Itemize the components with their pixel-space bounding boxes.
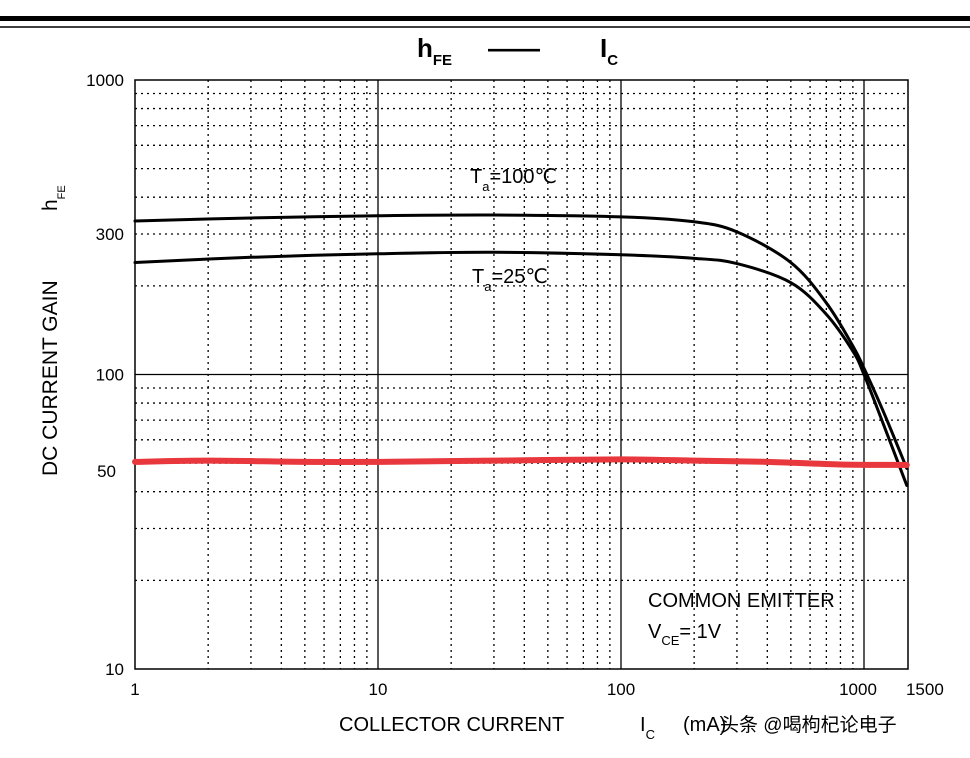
x-tick-label: 100	[607, 680, 635, 699]
y-axis-label: DC CURRENT GAIN hFE	[39, 185, 68, 476]
series-lines	[132, 213, 910, 487]
annotation-vce: VCE= 1V	[648, 621, 722, 648]
y-tick-label: 300	[96, 225, 124, 244]
y-tick-label: 1000	[86, 71, 124, 90]
x-axis-unit: (mA)	[683, 714, 726, 736]
chart-title-right: IC	[600, 33, 618, 69]
series-line-ta-25c	[133, 250, 909, 487]
svg-text:DC CURRENT GAIN: DC CURRENT GAIN	[39, 280, 62, 476]
y-tick-label: 100	[96, 366, 124, 385]
x-tick-label: 1000	[839, 680, 877, 699]
x-axis-label: COLLECTOR CURRENT	[339, 714, 564, 736]
series-line-marker-50	[132, 456, 910, 468]
svg-text:hFE: hFE	[39, 185, 68, 211]
chart-title: hFE	[417, 33, 452, 69]
series-label-25c: Ta=25℃	[472, 266, 548, 294]
series-line-ta-100c	[133, 213, 909, 470]
x-tick-label: 10	[369, 680, 388, 699]
tick-labels: 1 10 100 1000 1500 10 100 300 1000 50	[86, 71, 944, 699]
y-marker-label: 50	[97, 462, 116, 481]
annotation-common-emitter: COMMON EMITTER	[648, 590, 835, 612]
watermark: 头条 @喝枸杞论电子	[720, 714, 897, 736]
x-axis-symbol: IC	[640, 714, 655, 742]
x-tick-label: 1500	[906, 680, 944, 699]
x-tick-label: 1	[130, 680, 139, 699]
top-rule-thick	[0, 16, 970, 21]
series-label-100c: Ta=100℃	[470, 166, 557, 194]
y-tick-label: 10	[105, 660, 124, 679]
plot-frame	[134, 79, 909, 670]
chart-title-dash: ——	[488, 33, 540, 63]
